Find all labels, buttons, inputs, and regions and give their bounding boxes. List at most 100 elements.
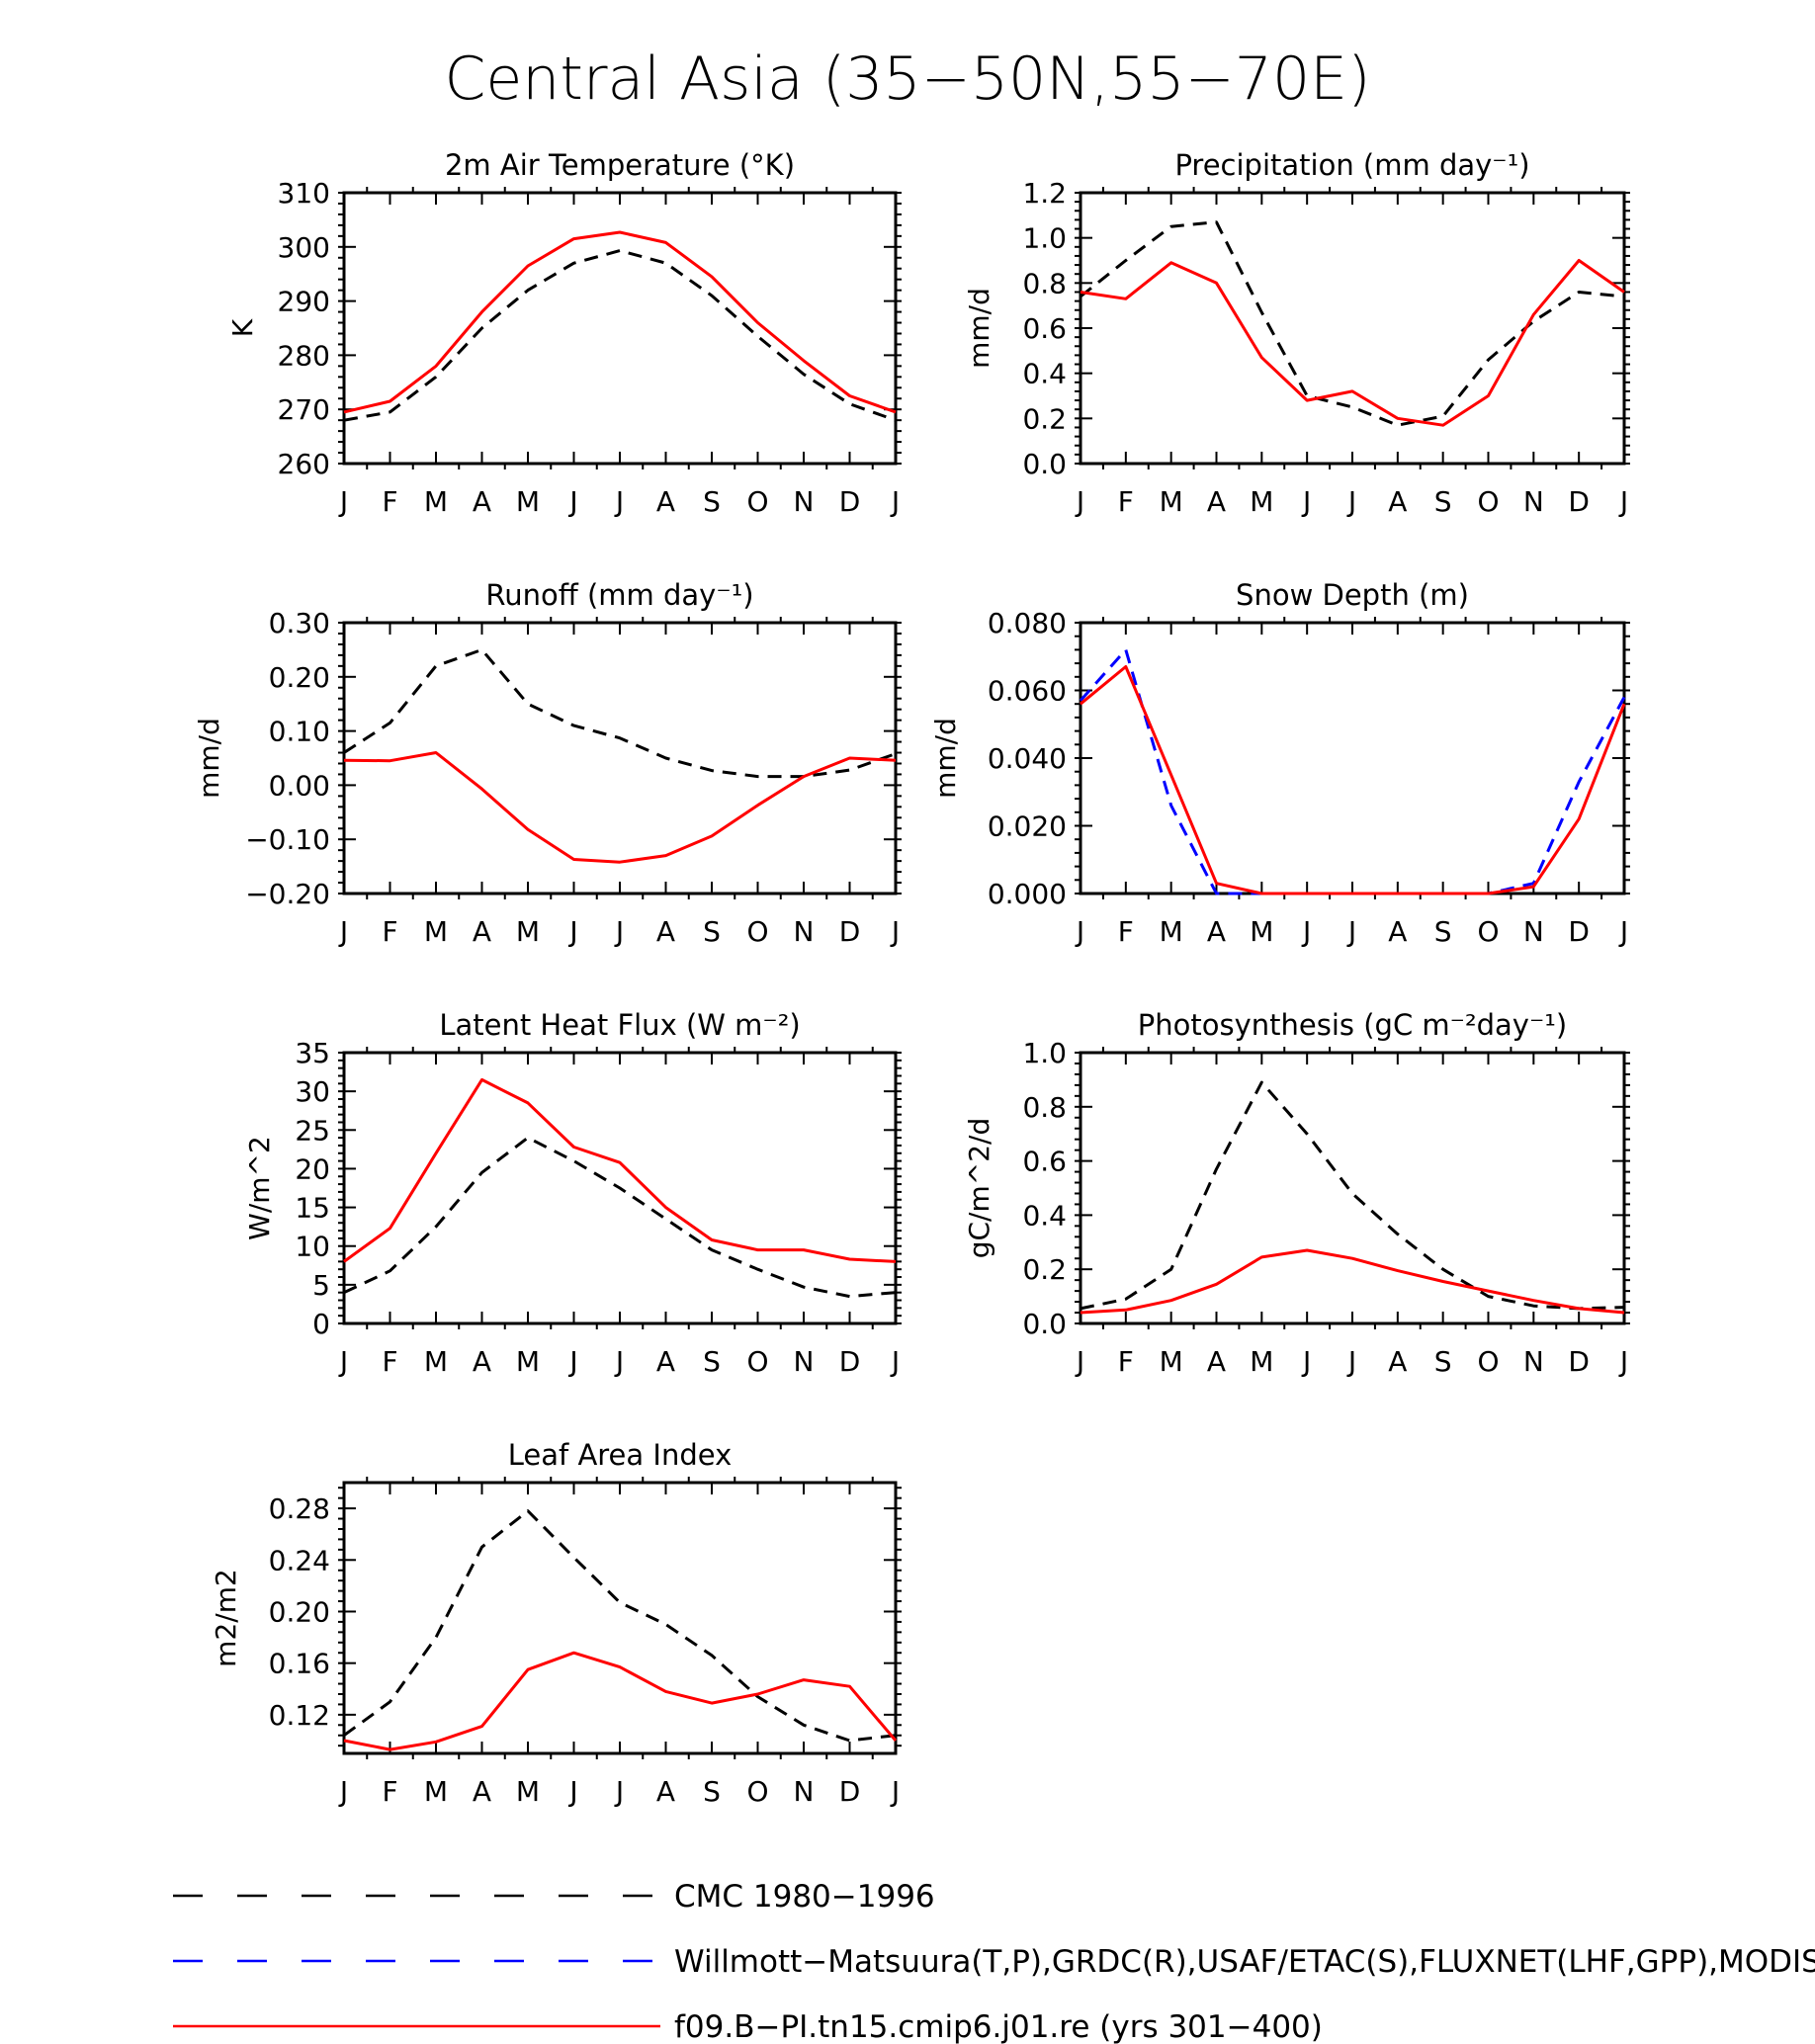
series-line-1: [343, 1136, 897, 1299]
x-tick-label: A: [656, 915, 675, 948]
x-tick-label: A: [473, 915, 491, 948]
series-line-2: [1080, 1248, 1625, 1315]
x-tick-label: J: [567, 1345, 577, 1378]
x-tick-label: J: [1301, 485, 1311, 518]
y-tick-label: 0.16: [269, 1648, 330, 1680]
x-tick-label: S: [703, 485, 721, 518]
y-axis-label: gC/m^2/d: [963, 1118, 995, 1259]
x-tick-label: S: [1434, 485, 1452, 518]
series-line-1: [343, 1509, 897, 1743]
series-line-2: [343, 751, 897, 864]
y-tick-label: 0.0: [1022, 1308, 1067, 1340]
y-tick-label: 0.00: [269, 769, 330, 802]
series-line-2: [343, 230, 897, 414]
x-tick-label: A: [1388, 485, 1407, 518]
x-tick-label: M: [516, 1345, 540, 1378]
legend-entry-1: CMC 1980−1996: [173, 1879, 935, 1915]
series-line-2: [1080, 259, 1625, 427]
x-tick-label: F: [1118, 485, 1134, 518]
x-tick-label: O: [746, 915, 768, 948]
y-tick-label: 280: [278, 339, 330, 372]
x-tick-label: J: [614, 915, 624, 948]
y-tick-label: 0: [312, 1308, 330, 1340]
y-axis-label: mm/d: [193, 718, 225, 799]
panel-title: Latent Heat Flux (W m⁻²): [439, 1008, 800, 1042]
y-axis-label: m2/m2: [210, 1569, 242, 1667]
y-tick-label: 290: [278, 286, 330, 318]
y-tick-label: 0.8: [1022, 267, 1067, 299]
x-tick-label: S: [1434, 1345, 1452, 1378]
y-axis-label: mm/d: [929, 718, 962, 799]
x-tick-label: N: [794, 915, 815, 948]
x-tick-label: M: [1160, 485, 1183, 518]
x-tick-label: A: [473, 485, 491, 518]
x-tick-label: F: [1118, 1345, 1134, 1378]
series-line-2: [1079, 647, 1626, 895]
y-tick-label: 30: [295, 1075, 330, 1108]
panel-title: Precipitation (mm day⁻¹): [1174, 148, 1529, 182]
legend-label: CMC 1980−1996: [674, 1879, 935, 1915]
chart-panel-3: J F M A M J J A S O N D J−0.20−0.100.000.100.200.30R…: [193, 578, 902, 948]
y-tick-label: 0.24: [269, 1544, 330, 1576]
x-tick-label: D: [839, 915, 861, 948]
y-tick-label: 0.020: [988, 810, 1067, 843]
x-tick-label: M: [424, 915, 448, 948]
y-tick-label: 35: [295, 1037, 330, 1069]
x-tick-label: F: [382, 1775, 397, 1808]
x-tick-label: J: [890, 485, 900, 518]
plot-frame: [342, 1481, 898, 1755]
panel-title: Snow Depth (m): [1236, 578, 1469, 612]
y-tick-label: 15: [295, 1192, 330, 1225]
x-tick-label: D: [1568, 915, 1590, 948]
x-tick-label: F: [382, 1345, 397, 1378]
chart-panel-6: J F M A M J J A S O N D J0.00.20.40.60.81.0Photosynt…: [963, 1008, 1630, 1378]
chart-panel-4: J F M A M J J A S O N D J0.0000.0200.0400.0600.080Sn…: [929, 578, 1630, 948]
x-tick-label: J: [614, 1775, 624, 1808]
x-tick-label: S: [1434, 915, 1452, 948]
y-tick-label: 0.20: [269, 661, 330, 694]
x-tick-label: S: [703, 1775, 721, 1808]
x-tick-label: J: [1075, 485, 1084, 518]
y-tick-label: 0.4: [1022, 358, 1067, 390]
y-tick-label: 270: [278, 393, 330, 426]
x-tick-label: S: [703, 1345, 721, 1378]
series-line-2: [343, 1077, 897, 1263]
y-tick-label: 0.040: [988, 742, 1067, 775]
legend-entry-3: f09.B−PI.tn15.cmip6.j01.re (yrs 301−400): [173, 2009, 1323, 2044]
series-line-2: [343, 1651, 898, 1751]
y-tick-label: 0.12: [269, 1699, 330, 1732]
x-tick-label: D: [839, 1775, 861, 1808]
y-axis-label: mm/d: [963, 288, 995, 369]
panel-title: Photosynthesis (gC m⁻²day⁻¹): [1138, 1008, 1567, 1042]
y-tick-label: 0.2: [1022, 1253, 1067, 1286]
panel-title: 2m Air Temperature (°K): [445, 148, 795, 182]
series-line-3: [1080, 665, 1626, 895]
x-tick-label: N: [794, 1345, 815, 1378]
x-tick-label: M: [1250, 485, 1273, 518]
x-tick-label: M: [516, 915, 540, 948]
y-tick-label: 1.0: [1022, 1037, 1067, 1069]
x-tick-label: D: [1568, 485, 1590, 518]
x-tick-label: N: [1523, 485, 1544, 518]
y-tick-label: 0.30: [269, 607, 330, 639]
legend-label: Willmott−Matsuura(T,P),GRDC(R),USAF/ETAC…: [674, 1944, 1815, 1980]
x-tick-label: J: [1346, 1345, 1356, 1378]
x-tick-label: M: [1160, 915, 1183, 948]
y-tick-label: 25: [295, 1114, 330, 1147]
y-tick-label: 10: [295, 1231, 330, 1263]
x-tick-label: J: [1346, 485, 1356, 518]
chart-panel-2: J F M A M J J A S O N D J0.00.20.40.60.81.01.2Precip…: [963, 148, 1630, 518]
x-tick-label: M: [1160, 1345, 1183, 1378]
y-axis-label: W/m^2: [243, 1136, 276, 1240]
x-tick-label: J: [1618, 915, 1628, 948]
x-tick-label: M: [516, 485, 540, 518]
x-tick-label: O: [1477, 485, 1499, 518]
plot-frame: [342, 621, 898, 895]
y-tick-label: −0.10: [245, 823, 330, 856]
x-tick-label: A: [656, 485, 675, 518]
x-tick-label: M: [424, 1775, 448, 1808]
figure-title: Central Asia (35−50N,55−70E): [445, 44, 1371, 114]
